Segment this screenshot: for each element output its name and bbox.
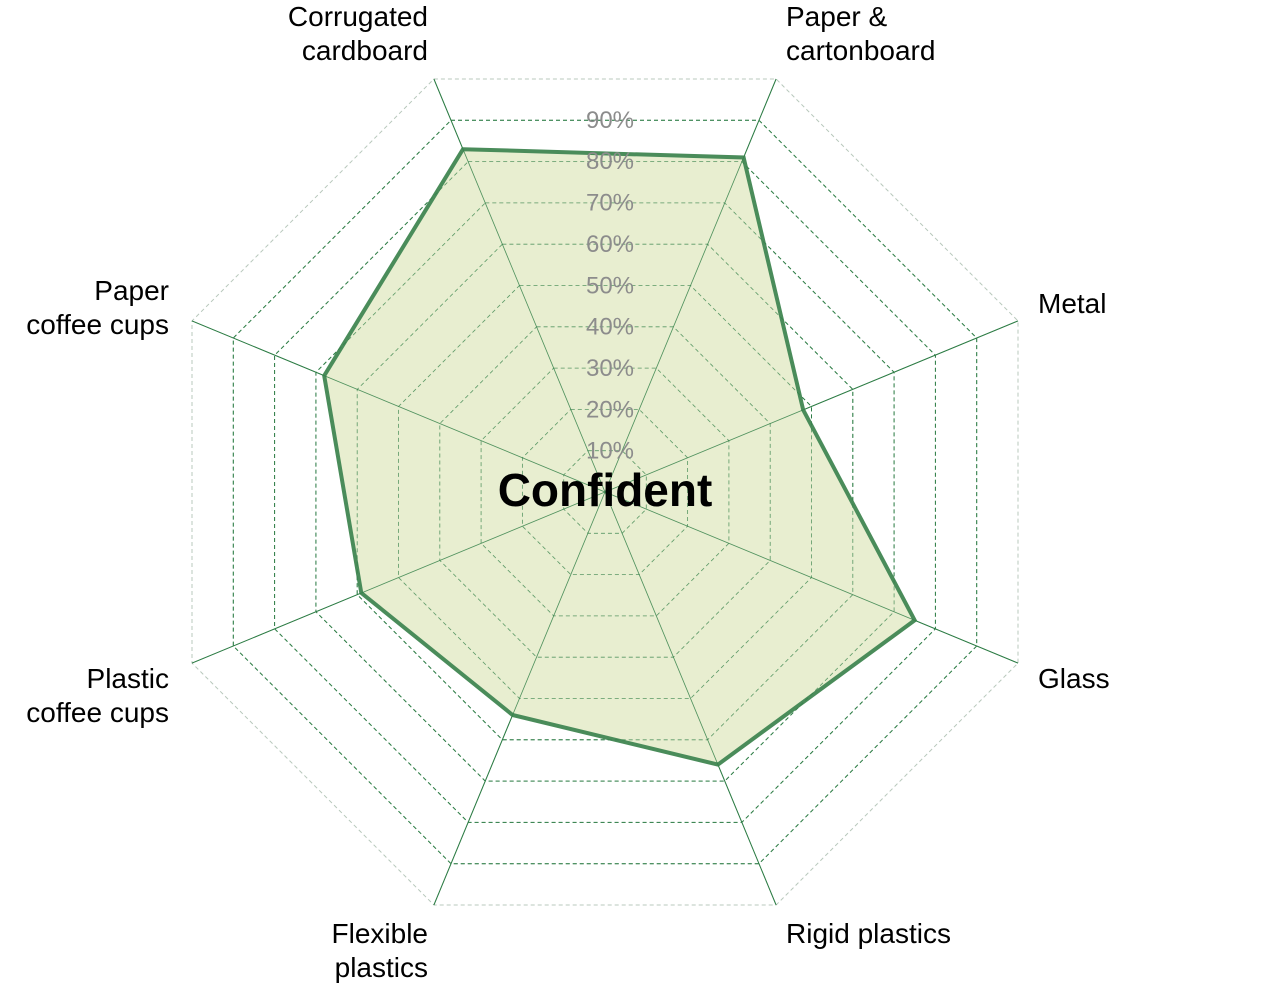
category-label: Metal xyxy=(1038,288,1106,319)
category-label-layer: Corrugated cardboard Paper & cartonboard Met… xyxy=(26,1,1109,983)
category-label: Paper & cartonboard xyxy=(786,1,935,66)
category-label-line: Paper xyxy=(94,275,169,306)
axis-spoke-overlay xyxy=(604,491,1019,664)
axis-spoke-overlay xyxy=(604,320,1019,493)
category-label: Corrugated cardboard xyxy=(288,1,428,66)
r-tick-label: 20% xyxy=(586,396,634,423)
r-tick-label: 10% xyxy=(586,438,634,465)
axis-spoke-overlay xyxy=(191,491,606,664)
axis-spoke-overlay xyxy=(191,320,606,493)
category-label-line: Plastic xyxy=(87,663,169,694)
axis-spoke-overlay xyxy=(604,491,777,906)
category-label-line: coffee cups xyxy=(26,697,169,728)
category-label: Plastic coffee cups xyxy=(26,663,169,728)
axis-spoke-overlay xyxy=(433,78,606,493)
category-label-line: coffee cups xyxy=(26,309,169,340)
tick-label-layer: 10% 20% 30% 40% 50% 60% 70% 80% 90% xyxy=(586,107,634,465)
r-tick-label: 30% xyxy=(586,355,634,382)
category-label-line: plastics xyxy=(335,952,428,983)
category-label-line: Flexible xyxy=(332,918,428,949)
r-tick-label: 70% xyxy=(586,190,634,217)
category-label: Flexible plastics xyxy=(332,918,428,983)
category-label-line: Rigid plastics xyxy=(786,918,951,949)
r-tick-label: 50% xyxy=(586,272,634,299)
category-label: Rigid plastics xyxy=(786,918,951,949)
r-tick-label: 40% xyxy=(586,314,634,341)
center-label: Confident xyxy=(498,464,713,516)
category-label-line: Glass xyxy=(1038,663,1110,694)
category-label: Paper coffee cups xyxy=(26,275,169,340)
series-layer xyxy=(191,78,1019,906)
grid-ring-overlay xyxy=(480,367,730,617)
axis-spoke-overlay xyxy=(433,491,606,906)
category-label-line: Corrugated xyxy=(288,1,428,32)
category-label-line: cardboard xyxy=(302,35,428,66)
category-label-line: Paper & xyxy=(786,1,887,32)
grid-ring-overlay xyxy=(232,119,978,865)
category-label-line: Metal xyxy=(1038,288,1106,319)
category-label-line: cartonboard xyxy=(786,35,935,66)
category-label: Glass xyxy=(1038,663,1110,694)
r-tick-label: 60% xyxy=(586,231,634,258)
grid-ring-overlay xyxy=(315,202,895,782)
r-tick-label: 80% xyxy=(586,148,634,175)
r-tick-label: 90% xyxy=(586,107,634,134)
axis-spoke-overlay xyxy=(604,78,777,493)
